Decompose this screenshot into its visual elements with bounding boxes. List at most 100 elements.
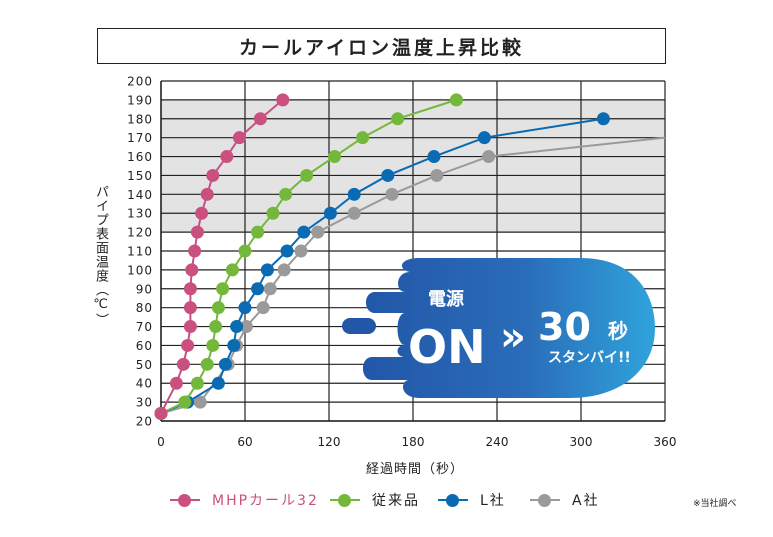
y-tick-label: 80 (136, 301, 153, 315)
data-point (279, 187, 293, 201)
y-tick-label: 50 (136, 358, 153, 372)
data-point (276, 93, 290, 107)
data-point (263, 282, 277, 296)
data-point (238, 244, 252, 258)
data-point (206, 338, 220, 352)
footnote: ※当社調べ (693, 499, 737, 509)
legend-label: A社 (572, 493, 600, 509)
data-point (238, 301, 252, 315)
y-tick-label: 200 (127, 75, 153, 89)
data-point (188, 244, 202, 258)
data-point (256, 301, 270, 315)
y-tick-label: 60 (136, 339, 153, 353)
data-point (183, 320, 197, 334)
data-point (176, 357, 190, 371)
data-point (294, 244, 308, 258)
y-tick-label: 190 (127, 93, 153, 107)
data-point (253, 112, 267, 126)
data-point (181, 338, 195, 352)
legend-item-conventional: 従来品 (330, 490, 420, 510)
data-point (280, 244, 294, 258)
data-point (251, 225, 265, 239)
y-tick-label: 150 (127, 169, 153, 183)
data-point (183, 282, 197, 296)
legend-label: MHPカール32 (212, 493, 319, 509)
y-tick-label: 110 (127, 245, 153, 259)
data-point (277, 263, 291, 277)
data-point (430, 168, 444, 182)
x-tick-label: 120 (318, 435, 341, 449)
x-tick-label: 360 (654, 435, 677, 449)
y-tick-label: 180 (127, 112, 153, 126)
data-point (206, 168, 220, 182)
data-point (216, 282, 230, 296)
data-point (596, 112, 610, 126)
banner-on-text: ON (408, 320, 486, 374)
legend-item-mhp: MHPカール32 (170, 490, 319, 510)
data-point (449, 93, 463, 107)
banner-shape (363, 258, 655, 398)
y-tick-label: 130 (127, 207, 153, 221)
data-point (266, 206, 280, 220)
data-point (347, 187, 361, 201)
x-tick-label: 300 (570, 435, 593, 449)
y-axis-label: パイプ表面温度（℃） (93, 185, 108, 327)
chart-title: カールアイロン温度上昇比較 (97, 28, 666, 64)
data-point (185, 263, 199, 277)
legend-item-a-company: A社 (530, 490, 600, 510)
legend-item-l-company: L社 (438, 490, 506, 510)
y-tick-label: 160 (127, 150, 153, 164)
y-tick-label: 90 (136, 282, 153, 296)
data-point (190, 225, 204, 239)
banner-dash (342, 318, 376, 334)
data-point (385, 187, 399, 201)
data-point (328, 150, 342, 164)
y-tick-label: 20 (136, 415, 153, 429)
data-point (193, 395, 207, 409)
legend-marker (438, 494, 468, 507)
data-point (178, 395, 192, 409)
data-point (391, 112, 405, 126)
data-point (200, 357, 214, 371)
data-point (427, 150, 441, 164)
data-point (220, 150, 234, 164)
data-point (169, 376, 183, 390)
x-tick-label: 240 (486, 435, 509, 449)
banner-seconds-value: 30 (538, 305, 591, 349)
data-point (381, 168, 395, 182)
data-point (227, 338, 241, 352)
y-tick-label: 70 (136, 320, 153, 334)
data-point (347, 206, 361, 220)
legend-marker (170, 494, 200, 507)
legend-marker (530, 494, 560, 507)
data-point (260, 263, 274, 277)
banner-power-text: 電源 (428, 288, 464, 310)
data-point (230, 320, 244, 334)
data-point (211, 376, 225, 390)
y-tick-label: 170 (127, 131, 153, 145)
y-tick-label: 40 (136, 377, 153, 391)
data-point (251, 282, 265, 296)
data-point (225, 263, 239, 277)
banner-seconds-unit: 秒 (608, 319, 628, 343)
data-point (200, 187, 214, 201)
data-point (183, 301, 197, 315)
data-point (190, 376, 204, 390)
banner-standby-text: スタンバイ!! (548, 350, 631, 366)
data-point (232, 131, 246, 145)
data-point (195, 206, 209, 220)
y-tick-label: 30 (136, 396, 153, 410)
data-point (297, 225, 311, 239)
x-tick-label: 60 (237, 435, 252, 449)
y-tick-label: 140 (127, 188, 153, 202)
data-point (482, 150, 496, 164)
x-tick-label: 180 (402, 435, 425, 449)
legend-marker (330, 494, 360, 507)
data-point (154, 406, 168, 420)
legend-label: L社 (480, 493, 506, 509)
y-tick-label: 100 (127, 263, 153, 277)
x-tick-label: 0 (157, 435, 165, 449)
